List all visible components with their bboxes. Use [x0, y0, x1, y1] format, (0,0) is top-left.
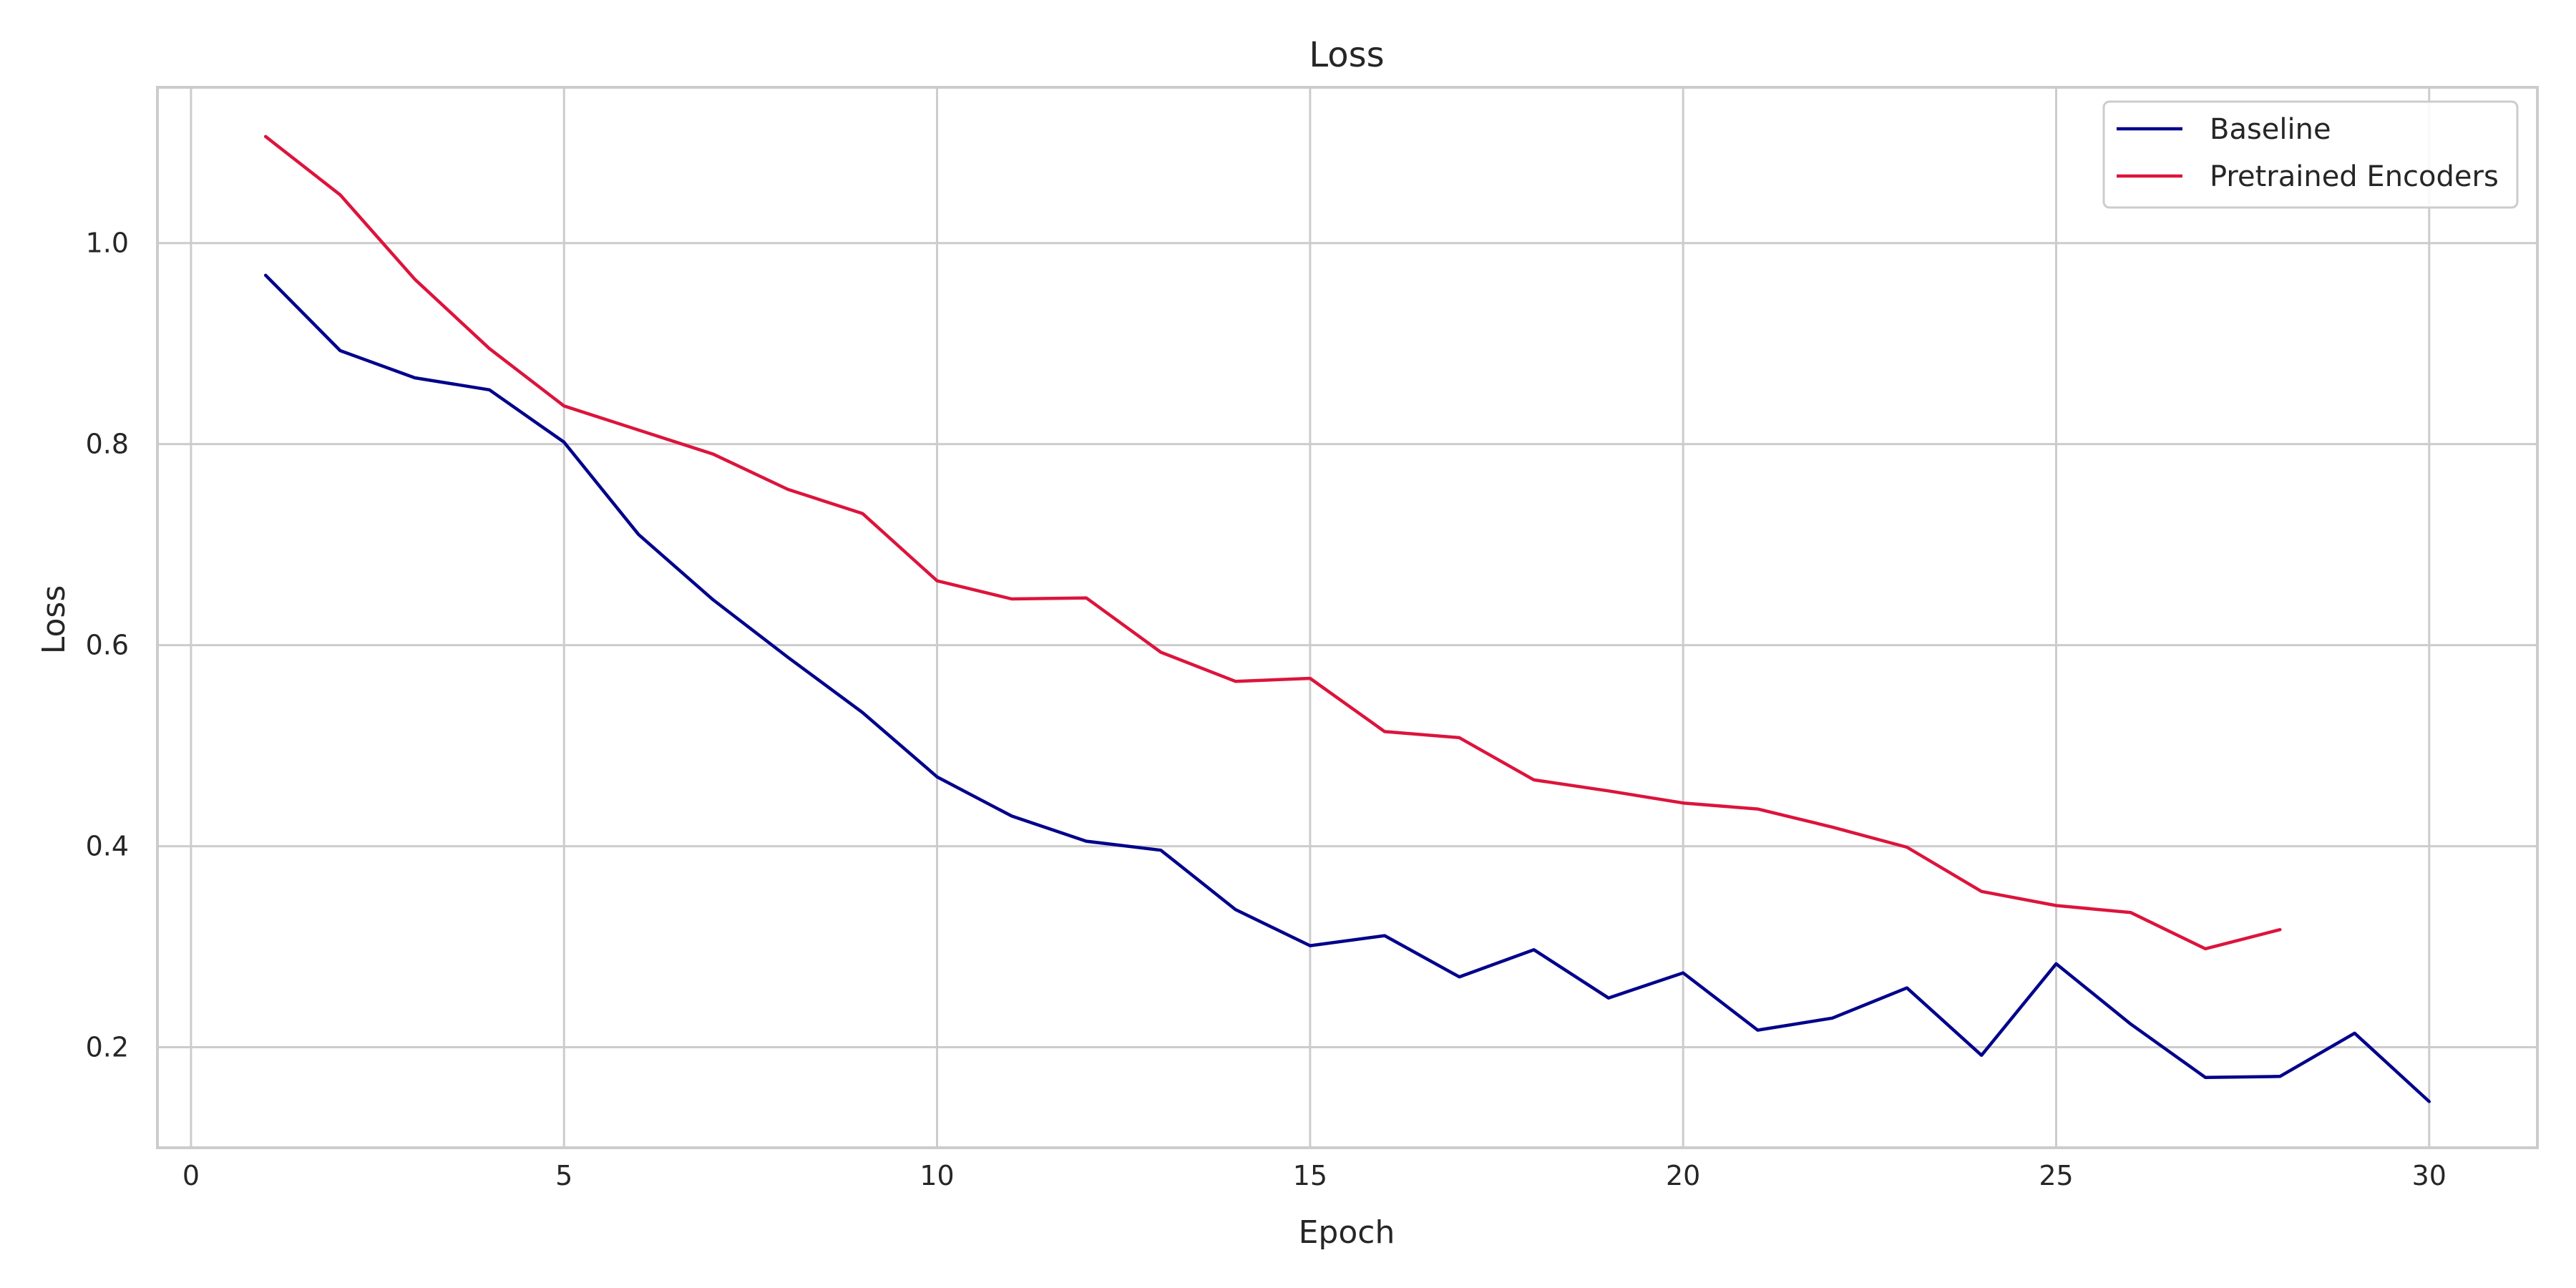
data-point-pretrained-encoders	[488, 348, 490, 350]
data-point-baseline	[1607, 997, 1609, 999]
data-point-baseline	[1309, 945, 1311, 947]
y-tick-label: 0.4	[86, 831, 129, 862]
data-point-pretrained-encoders	[1757, 808, 1759, 810]
data-point-pretrained-encoders	[414, 278, 416, 280]
data-point-pretrained-encoders	[2205, 947, 2207, 950]
data-point-baseline	[563, 441, 565, 443]
data-point-pretrained-encoders	[1384, 731, 1386, 733]
data-point-pretrained-encoders	[2055, 904, 2057, 907]
data-point-baseline	[712, 599, 714, 601]
data-point-baseline	[1458, 976, 1460, 978]
data-point-baseline	[1533, 949, 1535, 951]
data-point-baseline	[265, 274, 267, 276]
data-point-baseline	[1831, 1017, 1833, 1019]
data-point-baseline	[2129, 1023, 2132, 1025]
data-point-pretrained-encoders	[787, 488, 789, 490]
plot-frame	[156, 86, 2539, 1149]
data-point-pretrained-encoders	[1981, 890, 1983, 892]
data-point-pretrained-encoders	[1458, 736, 1460, 738]
data-point-pretrained-encoders	[339, 194, 341, 196]
grid	[157, 87, 2537, 1148]
data-point-baseline	[862, 711, 864, 713]
data-point-pretrained-encoders	[712, 453, 714, 455]
x-tick-label: 20	[1666, 1160, 1700, 1191]
data-point-baseline	[1010, 815, 1013, 817]
data-point-pretrained-encoders	[265, 135, 267, 137]
series-line-pretrained-encoders	[263, 135, 2282, 951]
y-axis-label: Loss	[36, 585, 72, 655]
data-point-pretrained-encoders	[1831, 826, 1833, 828]
data-point-pretrained-encoders	[563, 405, 565, 407]
data-point-pretrained-encoders	[1682, 802, 1684, 804]
data-point-baseline	[1981, 1054, 1983, 1056]
chart-title: Loss	[1309, 35, 1384, 75]
y-tick-label: 0.6	[86, 630, 129, 661]
x-tick-label: 30	[2412, 1160, 2446, 1191]
data-point-pretrained-encoders	[1906, 846, 1908, 848]
series-line-baseline	[263, 273, 2431, 1103]
data-point-pretrained-encoders	[638, 429, 640, 431]
data-point-pretrained-encoders	[1085, 597, 1088, 599]
data-point-pretrained-encoders	[862, 512, 864, 514]
data-point-baseline	[414, 376, 416, 379]
legend: Baseline Pretrained Encoders	[2102, 100, 2519, 209]
data-point-baseline	[936, 776, 938, 778]
data-point-pretrained-encoders	[1607, 790, 1609, 792]
data-point-pretrained-encoders	[1160, 651, 1162, 653]
data-point-baseline	[1160, 849, 1162, 852]
x-tick-label: 15	[1293, 1160, 1327, 1191]
x-tick-label: 0	[182, 1160, 200, 1191]
data-point-pretrained-encoders	[1010, 598, 1013, 600]
data-point-baseline	[2428, 1101, 2430, 1103]
y-tick-label: 1.0	[86, 228, 129, 259]
data-point-baseline	[1757, 1029, 1759, 1031]
data-point-pretrained-encoders	[1309, 677, 1311, 679]
legend-label-pretrained-encoders: Pretrained Encoders	[2210, 160, 2499, 193]
data-point-pretrained-encoders	[2279, 929, 2281, 931]
data-point-pretrained-encoders	[1533, 779, 1535, 781]
legend-label-baseline: Baseline	[2210, 113, 2331, 146]
data-point-baseline	[2055, 962, 2057, 965]
x-axis-label: Epoch	[1299, 1214, 1395, 1251]
data-point-baseline	[488, 389, 490, 391]
x-tick-label: 10	[919, 1160, 954, 1191]
data-point-baseline	[1085, 840, 1088, 842]
legend-box	[2102, 100, 2519, 209]
data-point-baseline	[787, 656, 789, 658]
data-point-baseline	[638, 534, 640, 536]
data-point-baseline	[1682, 972, 1684, 974]
data-point-baseline	[1234, 909, 1236, 911]
data-point-pretrained-encoders	[2129, 912, 2132, 914]
x-tick-label: 5	[555, 1160, 572, 1191]
y-tick-label: 0.8	[86, 429, 129, 460]
x-tick-label: 25	[2039, 1160, 2073, 1191]
data-point-baseline	[339, 350, 341, 352]
data-point-baseline	[1906, 987, 1908, 989]
data-point-pretrained-encoders	[1234, 680, 1236, 683]
data-point-baseline	[2353, 1032, 2356, 1034]
y-tick-label: 0.2	[86, 1032, 129, 1063]
data-point-baseline	[2205, 1076, 2207, 1078]
data-point-baseline	[1384, 935, 1386, 937]
tick-labels: 0 5 10 15 20 25 30 0.2 0.4 0.6 0.8 1.0	[86, 228, 2446, 1191]
data-point-baseline	[2279, 1075, 2281, 1078]
series-layer	[263, 135, 2431, 1103]
data-point-pretrained-encoders	[936, 580, 938, 582]
